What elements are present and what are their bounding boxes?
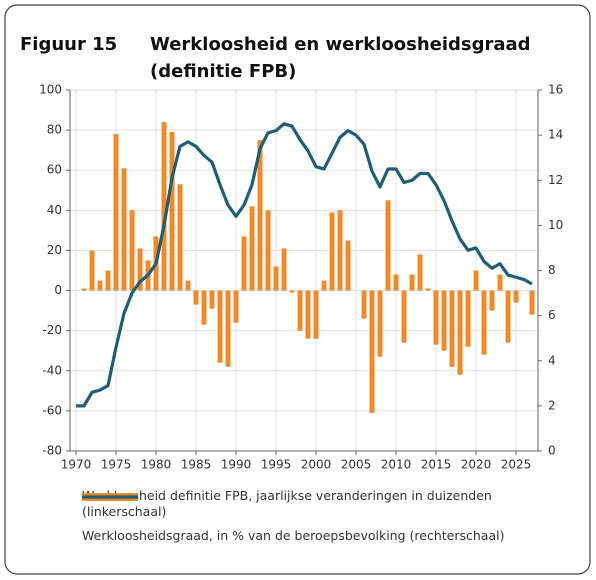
x-tick-label: 1975 xyxy=(101,458,132,472)
bar xyxy=(289,290,295,293)
x-tick-label: 2020 xyxy=(461,458,492,472)
x-tick-label: 2005 xyxy=(341,458,372,472)
y-tick-label: 100 xyxy=(39,83,62,97)
bar xyxy=(361,290,367,319)
y2-tick-label: 16 xyxy=(548,83,563,97)
bar xyxy=(329,212,335,291)
figure-label: Figuur 15 xyxy=(20,34,117,55)
bar xyxy=(369,290,375,413)
bar xyxy=(529,290,535,315)
line xyxy=(76,122,533,408)
bar xyxy=(177,184,183,291)
y-tick-label: 0 xyxy=(54,283,62,297)
bar xyxy=(305,290,311,339)
y2-tick-label: 0 xyxy=(548,444,556,458)
bar xyxy=(81,288,87,291)
bar xyxy=(457,290,463,375)
frame xyxy=(4,4,591,575)
bar xyxy=(241,236,247,291)
bar xyxy=(425,288,431,291)
bar xyxy=(297,290,303,331)
bar xyxy=(281,248,287,291)
bar xyxy=(313,290,319,339)
y-tick-label: -60 xyxy=(42,403,62,417)
legend-item: Werkloosheid definitie FPB, jaarlijkse v… xyxy=(82,488,552,520)
bar xyxy=(265,210,271,291)
y2-tick-label: 10 xyxy=(548,218,563,232)
y-tick-label: 80 xyxy=(47,123,62,137)
bar xyxy=(433,290,439,345)
bar xyxy=(169,132,175,291)
y-tick-label: -80 xyxy=(42,444,62,458)
bar xyxy=(257,140,263,291)
bar xyxy=(185,280,191,291)
bar xyxy=(161,122,167,291)
bar xyxy=(273,266,279,291)
legend: Werkloosheid definitie FPB, jaarlijkse v… xyxy=(82,488,552,552)
bar xyxy=(497,274,503,291)
bar xyxy=(513,290,519,303)
y-tick-label: -40 xyxy=(42,363,62,377)
legend-item: Werkloosheidsgraad, in % van de beroepsb… xyxy=(82,495,552,544)
y2-tick-label: 4 xyxy=(548,353,556,367)
bar xyxy=(409,274,415,291)
x-tick-label: 1970 xyxy=(61,458,92,472)
y2-tick-label: 12 xyxy=(548,173,563,187)
bar xyxy=(345,240,351,291)
bar xyxy=(481,290,487,355)
bar xyxy=(225,290,231,367)
y-tick-label: 40 xyxy=(47,203,62,217)
bar xyxy=(137,248,143,291)
legend-label: Werkloosheidsgraad, in % van de beroepsb… xyxy=(82,528,505,543)
x-tick-label: 1995 xyxy=(261,458,292,472)
bar xyxy=(441,290,447,351)
x-tick-label: 1990 xyxy=(221,458,252,472)
chart-title: Werkloosheid en werkloosheidsgraad xyxy=(150,34,531,55)
bar xyxy=(337,210,343,291)
x-tick-label: 2000 xyxy=(301,458,332,472)
bar xyxy=(201,290,207,325)
y2-tick-label: 6 xyxy=(548,308,556,322)
bar xyxy=(489,290,495,311)
bar xyxy=(105,270,111,291)
y-tick-label: -20 xyxy=(42,323,62,337)
bar xyxy=(449,290,455,367)
y2-tick-label: 8 xyxy=(548,263,556,277)
bar xyxy=(97,280,103,291)
y-tick-label: 20 xyxy=(47,243,62,257)
x-tick-label: 2025 xyxy=(501,458,532,472)
bar xyxy=(473,270,479,291)
x-tick-label: 1985 xyxy=(181,458,212,472)
bar xyxy=(113,134,119,291)
bar xyxy=(233,290,239,323)
chart-title: (definitie FPB) xyxy=(150,61,296,82)
bar xyxy=(129,210,135,291)
bar xyxy=(401,290,407,343)
legend-label: Werkloosheid definitie FPB, jaarlijkse v… xyxy=(82,488,492,519)
y2-tick-label: 14 xyxy=(548,128,563,142)
bar xyxy=(249,206,255,291)
y-tick-label: 60 xyxy=(47,163,62,177)
bar xyxy=(393,274,399,291)
bar xyxy=(121,168,127,291)
bar xyxy=(385,200,391,291)
bar xyxy=(217,290,223,363)
bar xyxy=(377,290,383,357)
bar xyxy=(89,250,95,291)
bar xyxy=(465,290,471,347)
x-tick-label: 2015 xyxy=(421,458,452,472)
bar xyxy=(209,290,215,309)
bar xyxy=(193,290,199,305)
x-tick-label: 1980 xyxy=(141,458,172,472)
bar xyxy=(321,280,327,291)
y2-tick-label: 2 xyxy=(548,398,556,412)
x-tick-label: 2010 xyxy=(381,458,412,472)
bar xyxy=(417,254,423,291)
bar xyxy=(505,290,511,343)
legend-swatch xyxy=(82,495,138,499)
